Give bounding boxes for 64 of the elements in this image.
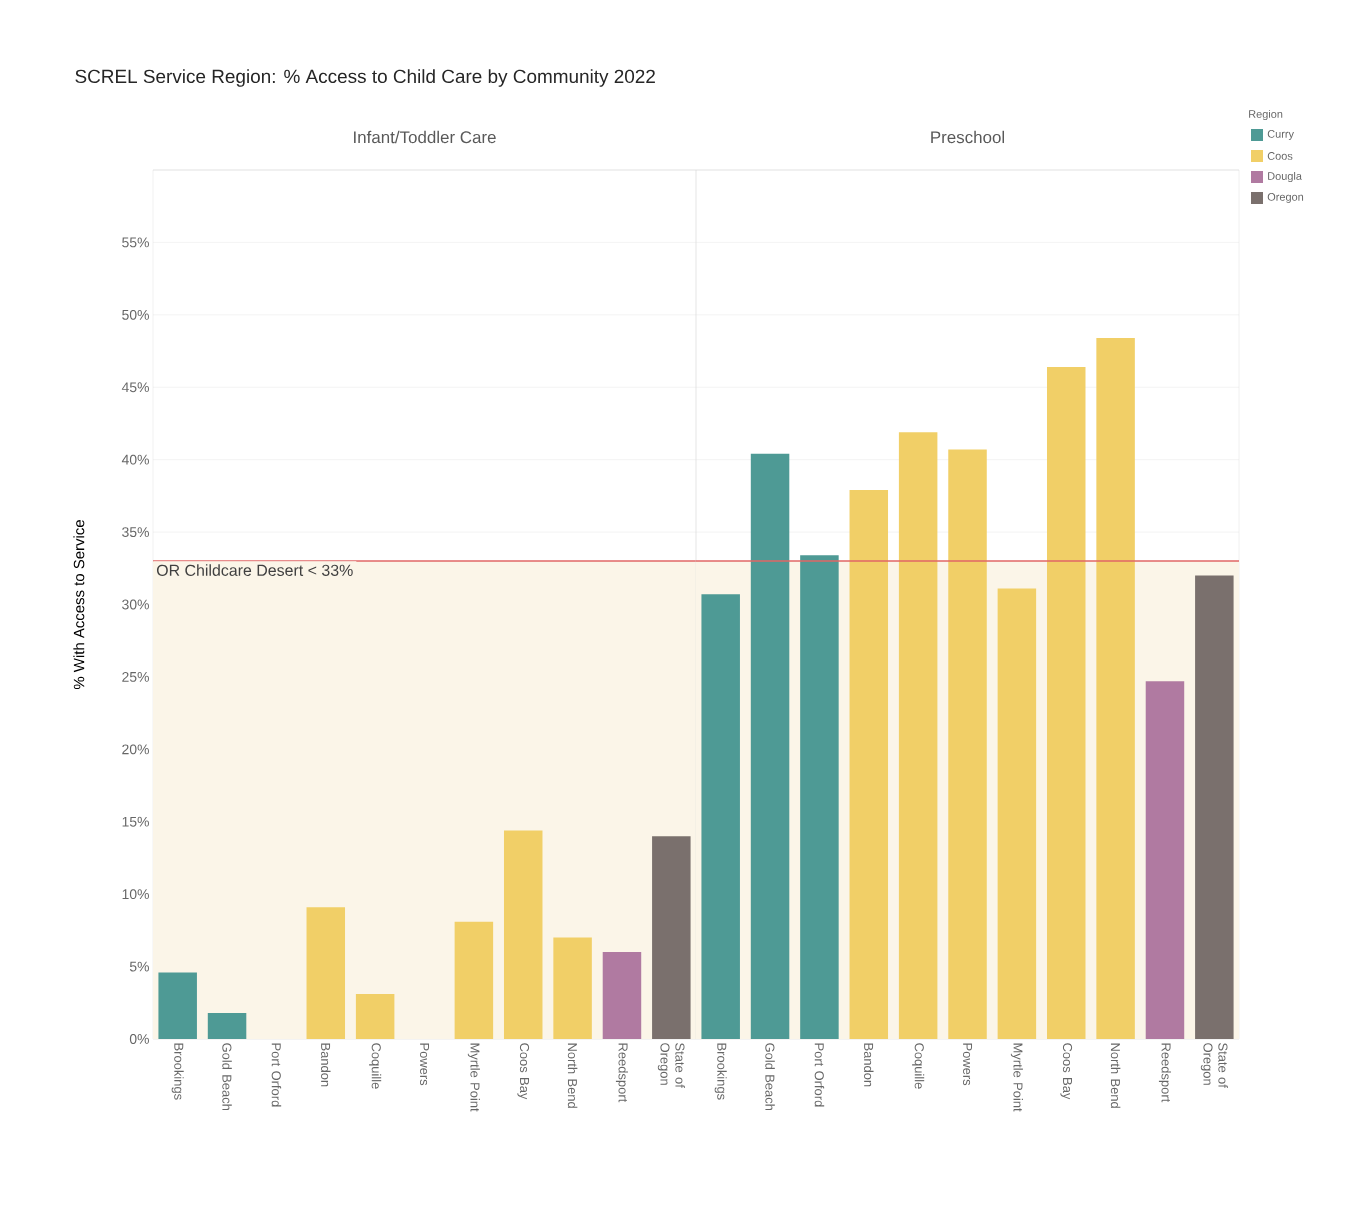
x-tick-label: Gold Beach — [222, 1043, 232, 1111]
x-tick-label: Reedsport — [615, 1043, 628, 1103]
bar — [652, 836, 691, 1039]
x-tick-label: Myrtle Point — [1010, 1043, 1023, 1112]
bar — [849, 490, 889, 1039]
x-tick-label: North Bend — [1110, 1043, 1121, 1108]
bar — [1145, 681, 1185, 1039]
ref-line-label: OR Childcare Desert < 33% — [156, 564, 353, 576]
chart-subtitle: Infant/Toddler Care — [354, 130, 496, 144]
bar — [1046, 366, 1086, 1039]
x-tick-label: Powers — [419, 1043, 430, 1086]
x-tick-label: Bandon — [321, 1043, 331, 1087]
bar — [701, 594, 740, 1039]
x-tick-label: Coos Bay — [517, 1043, 530, 1100]
x-tick-label: Myrtle Point — [467, 1043, 480, 1112]
bar — [997, 588, 1037, 1039]
bar — [553, 937, 592, 1039]
x-tick-label: Gold Beach — [765, 1043, 775, 1111]
x-tick-label: Coos Bay — [1060, 1043, 1073, 1100]
y-tick-label: 55% — [122, 237, 149, 248]
y-tick-label: 10% — [122, 889, 149, 900]
x-tick-label: Brookings — [171, 1043, 184, 1100]
x-tick-label: Reedsport — [1158, 1043, 1172, 1103]
y-tick-label: 40% — [121, 454, 149, 465]
legend-title: Region — [1249, 109, 1283, 121]
legend-label: Coos — [1267, 152, 1293, 160]
x-tick-label: State of Oregon — [1200, 1043, 1228, 1088]
bar — [306, 907, 346, 1039]
y-tick-label: 50% — [122, 309, 149, 320]
chart-title: Preschool — [931, 130, 1005, 144]
bar — [158, 972, 197, 1039]
bar — [503, 830, 543, 1039]
y-tick-label: 30% — [122, 599, 149, 610]
bar — [355, 994, 395, 1039]
y-tick-label: 25% — [122, 671, 149, 682]
y-tick-label: 5% — [129, 961, 149, 972]
bar — [207, 1012, 247, 1039]
legend-label: Oregon — [1267, 193, 1304, 203]
y-tick-label: 45% — [121, 382, 149, 393]
legend-label: Curry — [1267, 130, 1294, 140]
x-tick-label: Coquille — [912, 1043, 925, 1089]
bar — [602, 952, 642, 1039]
x-tick-label: Brookings — [714, 1043, 727, 1100]
bar — [948, 449, 987, 1039]
bar — [1096, 338, 1135, 1039]
bar — [454, 921, 494, 1039]
bar — [898, 432, 938, 1039]
legend-label: Dougla — [1268, 171, 1302, 183]
y-tick-label: 15% — [122, 816, 149, 827]
y-tick-label: 35% — [122, 527, 149, 538]
x-tick-label: State of Oregon — [657, 1043, 685, 1088]
x-tick-label: North Bend — [567, 1043, 578, 1108]
chart-title: SCREL Service Region: % Access to Child Care by Community 2022 — [75, 69, 655, 87]
bar — [1195, 575, 1234, 1039]
y-axis-title: % With Access to Service — [73, 520, 85, 690]
x-tick-label: Coquille — [369, 1043, 382, 1089]
bar — [800, 555, 839, 1039]
x-tick-label: Bandon — [864, 1043, 874, 1087]
bar — [750, 453, 790, 1039]
y-tick-label: 0% — [129, 1034, 149, 1044]
x-tick-label: Port Orford — [814, 1043, 825, 1107]
x-tick-label: Powers — [962, 1043, 973, 1086]
y-tick-label: 20% — [122, 744, 149, 755]
x-tick-label: Port Orford — [271, 1043, 282, 1107]
